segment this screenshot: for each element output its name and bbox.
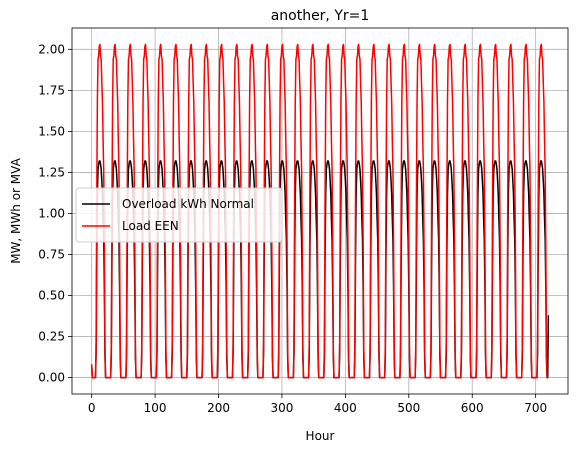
y-tick-label: 2.00 (38, 42, 65, 56)
x-tick-label: 700 (524, 401, 547, 415)
x-tick-label: 600 (461, 401, 484, 415)
series-lines (90, 43, 550, 379)
y-tick-label: 0.50 (38, 289, 65, 303)
x-tick-label: 300 (270, 401, 293, 415)
x-tick-label: 500 (397, 401, 420, 415)
legend-label-load-een: Load EEN (122, 219, 179, 233)
plot-frame (71, 27, 569, 395)
x-tick-label: 200 (207, 401, 230, 415)
legend-box (75, 187, 283, 243)
x-tick-label: 400 (334, 401, 357, 415)
axis-ticks: 0 100 200 300 400 500 600 700 0.00 0.25 0.50 0.75 1.… (38, 42, 547, 415)
x-axis-label: Hour (306, 429, 335, 443)
y-axis-label: MW, MWh or MVA (9, 157, 23, 263)
y-tick-label: 1.75 (38, 83, 65, 97)
y-tick-label: 1.00 (38, 206, 65, 220)
y-tick-label: 0.75 (38, 247, 65, 261)
chart-title: another, Yr=1 (271, 8, 370, 24)
y-tick-label: 1.25 (38, 165, 65, 179)
legend: Overload kWh Normal Load EEN (75, 187, 283, 243)
x-tick-label: 0 (88, 401, 96, 415)
series-line-load-een (90, 43, 549, 379)
x-tick-label: 100 (144, 401, 167, 415)
legend-label-overload: Overload kWh Normal (122, 197, 254, 211)
y-tick-label: 0.25 (38, 330, 65, 344)
y-tick-label: 0.00 (38, 371, 65, 385)
y-tick-label: 1.50 (38, 124, 65, 138)
